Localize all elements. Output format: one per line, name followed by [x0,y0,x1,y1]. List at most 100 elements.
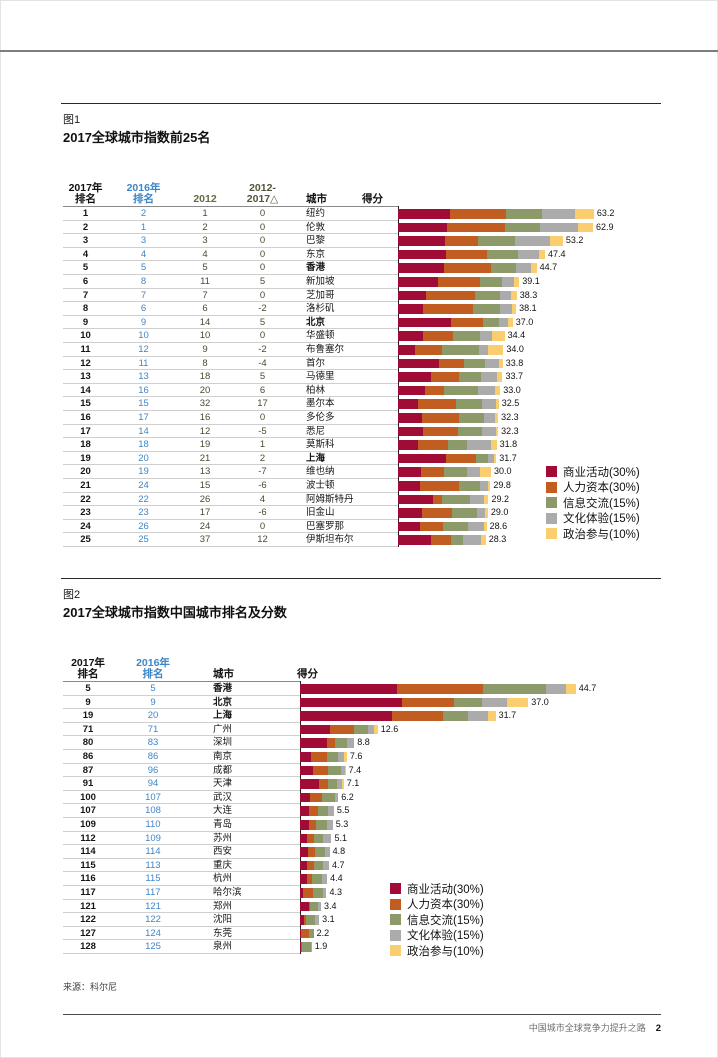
bar-segment-information [459,413,485,423]
bar-value-label: 34.0 [506,344,524,354]
bar-segment-information [314,860,323,871]
cell-city: 北京 [213,696,233,708]
table-row: 121 121 郑州 3.4 [63,900,661,914]
cell-change: 1 [259,439,266,451]
bar-segment-business [398,358,440,369]
row-separator [63,341,398,343]
row-separator [63,898,300,900]
cell-rank2017: 122 [80,914,96,926]
cell-rank2016: 9 [150,696,156,708]
bar-segment-information [443,521,469,532]
bar-segment-human-capital [423,331,453,341]
bar-segment-information [441,494,470,505]
legend-swatch-culture [390,929,401,941]
row-separator [63,409,398,411]
bar-segment-human-capital [445,249,487,260]
bar-value-label: 31.8 [499,439,518,450]
cell-city: 波士顿 [306,480,335,491]
legend-swatch-business [390,883,401,895]
bar-segment-information [451,508,477,518]
cell-rank2017: 6 [82,276,89,287]
legend-item-culture: 文化体验(15%) [390,928,484,944]
bar-segment-human-capital [327,738,336,748]
bar-segment-human-capital [304,915,307,925]
cell-rank2017: 21 [80,480,91,491]
table-row: 117 117 哈尔滨 4.3 [63,886,661,900]
cell-city: 多伦多 [306,412,335,423]
cell-rank2012: 16 [199,412,211,423]
cell-change: 6 [259,384,266,396]
bar-segment-information [302,942,312,952]
stacked-bar [398,467,491,477]
cell-rank2017: 100 [80,791,96,803]
bar-segment-culture [480,481,488,491]
bar-segment-information [321,792,335,803]
bar-segment-business [398,345,415,355]
cell-city: 成都 [213,764,233,776]
cell-change: -6 [258,507,267,519]
bar-segment-human-capital [430,372,459,382]
bar-segment-business [300,915,305,925]
cell-rank2017: 114 [80,846,96,858]
cell-rank2016: 18 [138,439,149,451]
row-separator [63,776,300,778]
bar-segment-information [456,399,483,409]
table-row: 23 23 17 -6 旧金山 29.0 [63,506,661,520]
table-row: 18 18 19 1 莫斯科 31.8 [63,438,661,452]
cell-rank2017: 15 [80,398,91,410]
cell-city: 柏林 [306,384,326,396]
cell-city: 东莞 [213,927,233,939]
table-row: 128 125 泉州 1.9 [63,940,661,954]
table-row: 91 94 天津 7.1 [63,777,661,791]
cell-change: 0 [259,248,266,260]
bar-segment-business [300,711,392,721]
cell-rank2012: 5 [202,262,208,274]
stacked-bar [398,426,499,437]
row-separator [63,464,398,466]
stacked-bar [398,481,491,491]
bar-segment-politics [497,372,503,382]
figure1-label: 图1 [63,114,81,126]
column-header-score: 得分 [362,193,383,206]
stacked-bar [398,413,499,423]
cell-rank2016: 1 [140,221,147,233]
stacked-bar [398,304,517,314]
cell-city: 悉尼 [306,425,326,437]
bar-segment-human-capital [308,820,317,830]
bar-segment-culture [482,426,496,437]
row-separator [63,912,300,914]
cell-rank2017: 115 [80,859,96,871]
bar-segment-business [300,779,319,789]
cell-rank2016: 17 [138,412,149,423]
cell-rank2016: 16 [138,384,149,396]
cell-rank2016: 15 [138,398,149,410]
bar-segment-politics [513,277,520,287]
bar-segment-human-capital [391,711,443,721]
table-row: 127 124 东莞 2.2 [63,927,661,941]
legend-item-human_capital: 人力资本(30%) [546,480,640,496]
stacked-bar [300,874,328,884]
cell-rank2016: 12 [138,344,149,355]
cell-rank2017: 2 [82,221,89,233]
cell-rank2016: 25 [138,534,149,546]
bar-segment-culture [477,385,495,396]
cell-city: 沈阳 [213,914,233,926]
bar-segment-information [453,697,482,708]
cell-rank2017: 11 [80,344,91,355]
bar-segment-human-capital [301,942,303,952]
bar-segment-politics [495,385,501,396]
bar-segment-business [398,399,419,409]
bar-segment-business [398,467,421,477]
cell-rank2017: 24 [80,520,91,532]
bar-value-label: 12.6 [380,723,399,734]
bar-segment-business [300,860,308,871]
bar-segment-human-capital [446,453,477,464]
legend-label: 信息交流(15%) [407,914,484,927]
bar-segment-business [398,236,446,246]
bar-segment-business [300,847,309,857]
bar-segment-information [479,277,502,287]
stacked-bar [398,277,520,287]
bar-segment-information [441,345,479,355]
row-separator [63,246,398,248]
